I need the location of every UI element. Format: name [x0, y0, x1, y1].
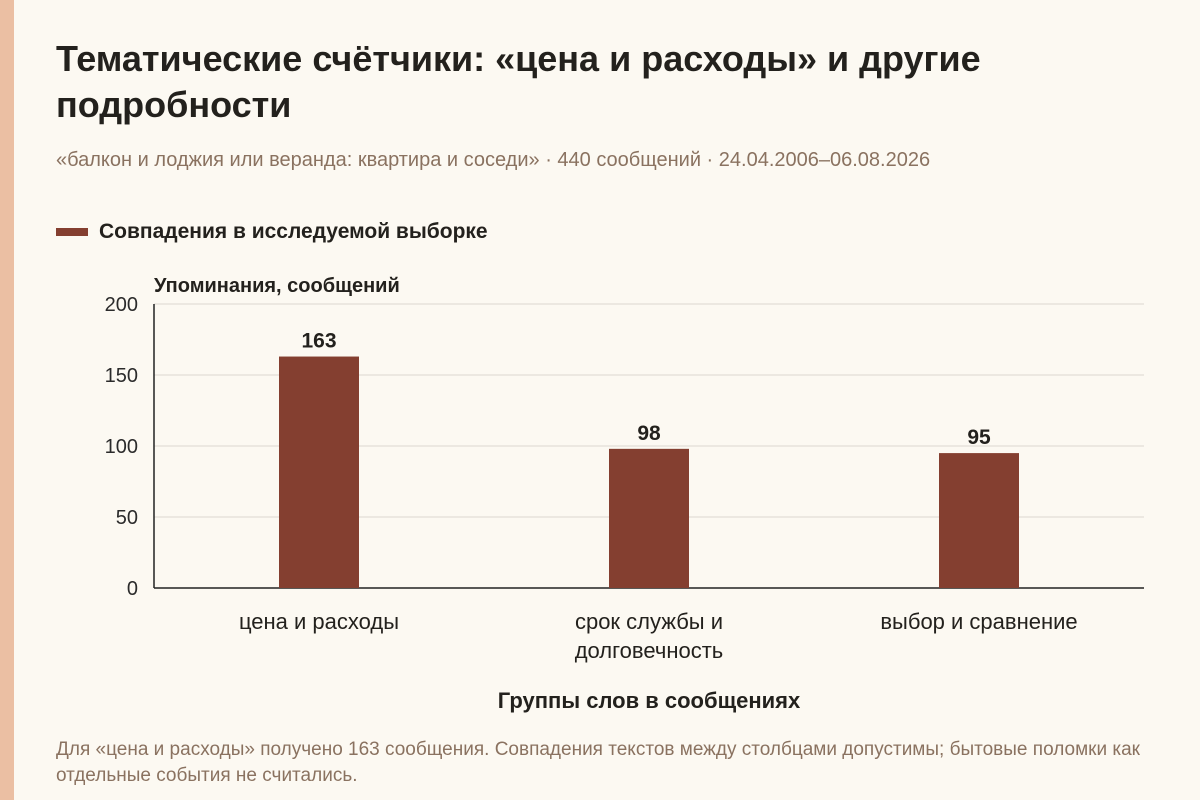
- legend-label: Совпадения в исследуемой выборке: [99, 220, 488, 243]
- data-label: 98: [637, 422, 661, 445]
- bar-layer: [279, 356, 1019, 588]
- y-tick-label: 200: [105, 294, 138, 316]
- y-tick-label: 150: [105, 365, 138, 387]
- x-tick-label: выбор и сравнение: [880, 609, 1077, 634]
- x-axis-label: Группы слов в сообщениях: [498, 688, 801, 713]
- x-tick-label: долговечность: [575, 638, 724, 663]
- accent-strip: [0, 0, 14, 800]
- y-tick-label: 50: [116, 507, 138, 529]
- bar: [939, 453, 1019, 588]
- data-label: 95: [967, 426, 991, 449]
- chart-title: Тематические счётчики: «цена и расходы» …: [56, 38, 981, 125]
- y-axis-label: Упоминания, сообщений: [154, 275, 400, 297]
- chart-subtitle: «балкон и лоджия или веранда: квартира и…: [56, 149, 931, 171]
- legend-swatch: [56, 228, 88, 236]
- bar: [609, 448, 689, 588]
- legend: Совпадения в исследуемой выборке: [56, 218, 488, 246]
- x-tick-label: срок службы и: [575, 609, 723, 634]
- footnote: Для «цена и расходы» получено 163 сообще…: [56, 739, 1140, 786]
- data-label: 163: [301, 330, 336, 353]
- x-tick-label: цена и расходы: [239, 609, 399, 634]
- y-tick-label: 100: [105, 436, 138, 458]
- bar: [279, 356, 359, 588]
- y-tick-label: 0: [127, 578, 138, 600]
- label-layer: 0 50 100 150 200 Упоминания, сообщений 163 цена…: [105, 275, 1078, 713]
